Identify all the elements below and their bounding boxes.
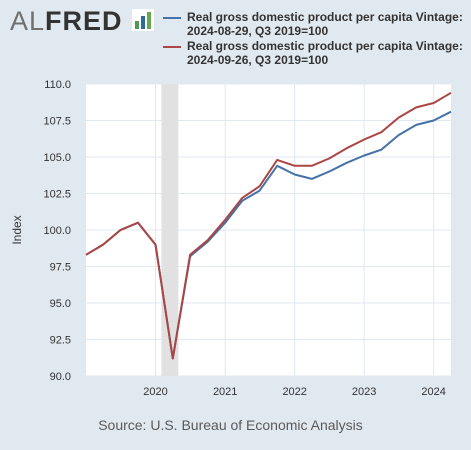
x-tick-label: 2020	[143, 386, 167, 398]
logo-fred-text: FRED	[45, 6, 123, 36]
x-tick-label: 2024	[421, 386, 445, 398]
legend-label: Real gross domestic product per capita V…	[187, 10, 463, 38]
legend-item-vintage-0926[interactable]: Real gross domestic product per capita V…	[163, 39, 463, 67]
legend-swatch-red	[163, 46, 181, 48]
y-axis-label: Index	[10, 215, 24, 244]
legend-swatch-blue	[163, 17, 181, 19]
source-note: Source: U.S. Bureau of Economic Analysis	[98, 417, 363, 433]
chart-bars-icon	[132, 9, 154, 31]
line-chart: 90.0 92.5 95.0 97.5 100.0 102.5 105.0 107.5 110.…	[10, 79, 452, 398]
legend-item-vintage-0829[interactable]: Real gross domestic product per capita V…	[163, 10, 463, 38]
x-tick-label: 2022	[282, 386, 306, 398]
chart-legend: Real gross domestic product per capita V…	[163, 10, 463, 68]
y-tick-label: 95.0	[50, 298, 71, 310]
recession-shading	[161, 84, 179, 376]
y-tick-label: 105.0	[43, 152, 71, 164]
x-tick-label: 2023	[352, 386, 376, 398]
logo-al-text: AL	[10, 6, 46, 36]
series-line-1	[85, 91, 452, 360]
y-tick-label: 100.0	[43, 225, 71, 237]
x-tick-label: 2021	[213, 386, 237, 398]
y-tick-label: 102.5	[43, 189, 71, 201]
y-tick-label: 97.5	[50, 262, 71, 274]
legend-label: Real gross domestic product per capita V…	[187, 39, 463, 67]
y-tick-label: 90.0	[50, 371, 71, 383]
y-tick-label: 107.5	[43, 116, 71, 128]
alfred-logo[interactable]: ALFRED	[10, 6, 123, 36]
y-tick-label: 92.5	[50, 335, 71, 347]
y-tick-label: 110.0	[44, 79, 71, 91]
